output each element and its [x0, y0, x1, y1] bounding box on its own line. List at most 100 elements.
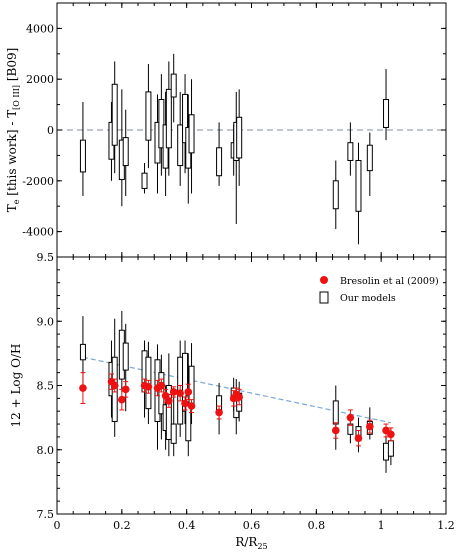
top-ylabel-sub1: e	[12, 199, 21, 204]
top-panel: -4000 -2000 0 2000 4000 Te [this work] - T[O…	[5, 2, 447, 258]
legend-box-marker	[319, 291, 329, 304]
bresolin-point	[354, 429, 363, 447]
box-iqr	[170, 423, 177, 444]
bresolin-point	[184, 383, 193, 401]
box-iqr	[182, 93, 189, 144]
bresolin-marker	[144, 382, 153, 391]
top-y-tick-label: 2000	[26, 73, 54, 86]
bottom-x-tick-label: 0	[54, 519, 61, 532]
top-model-box	[366, 132, 373, 197]
bresolin-point	[346, 409, 355, 426]
box-iqr	[387, 440, 394, 457]
bresolin-marker	[387, 430, 395, 439]
top-ylabel-mid: [this work] - T	[5, 110, 19, 200]
bresolin-point	[235, 388, 243, 406]
bottom-y-axis-label: 12 + Log O/H	[9, 344, 23, 428]
gradient-line	[82, 356, 392, 424]
bottom-y-tick-label: 8.5	[37, 380, 55, 393]
bresolin-marker	[346, 413, 355, 422]
top-ylabel-end: [B09]	[5, 48, 19, 85]
bresolin-marker	[187, 402, 196, 410]
top-y-axis-label: Te [this work] - T[O III] [B09]	[5, 48, 21, 213]
bottom-y-tick-label: 9.0	[37, 315, 55, 328]
bottom-x-tick-label: 0.6	[243, 519, 261, 532]
top-model-box	[141, 163, 148, 194]
box-iqr	[111, 83, 118, 146]
legend: Bresolin et al (2009) Our models	[319, 276, 439, 304]
bresolin-marker	[110, 381, 119, 390]
bresolin-points	[79, 372, 395, 447]
top-model-box	[165, 61, 172, 176]
bottom-x-tick-label: 0.4	[178, 519, 196, 532]
bresolin-marker	[176, 389, 184, 398]
bresolin-marker	[215, 408, 223, 417]
bresolin-point	[121, 381, 130, 398]
bresolin-marker	[165, 397, 173, 405]
bottom-x-tick-label: 1	[378, 519, 385, 532]
top-y-tick-label: -4000	[22, 226, 54, 239]
box-iqr	[122, 342, 129, 371]
bresolin-marker	[157, 381, 166, 390]
bresolin-marker	[181, 399, 189, 408]
bresolin-marker	[331, 426, 340, 435]
box-iqr	[122, 137, 129, 167]
bresolin-point	[157, 378, 166, 393]
bresolin-point	[110, 378, 119, 393]
box-iqr	[188, 114, 195, 154]
box-iqr	[332, 400, 339, 425]
box-iqr	[170, 73, 177, 98]
bottom-model-box	[332, 385, 339, 450]
top-model-box	[355, 142, 362, 245]
box-iqr	[79, 139, 86, 173]
bottom-panel: 7.5 8.0 8.5 9.0 9.5 0 0.2 0.4 0.6 0.8 1 1.2 12 + L…	[9, 251, 455, 551]
legend-scatter-marker	[320, 276, 328, 284]
box-iqr	[165, 385, 172, 440]
box-iqr	[165, 88, 172, 149]
bresolin-point	[181, 396, 189, 411]
bresolin-point	[387, 427, 395, 442]
bottom-y-tick-label: 8.0	[37, 444, 55, 457]
top-model-box	[188, 79, 195, 194]
bresolin-point	[187, 399, 196, 413]
box-iqr	[188, 365, 195, 406]
top-model-box	[383, 69, 390, 141]
bottom-model-box	[165, 353, 172, 457]
box-iqr	[332, 180, 339, 210]
top-model-box	[347, 122, 354, 176]
box-iqr	[177, 124, 184, 167]
top-model-box	[177, 91, 184, 186]
legend-label-models: Our models	[340, 293, 396, 304]
bresolin-point	[176, 385, 184, 402]
bresolin-point	[169, 386, 178, 398]
top-boxes	[79, 53, 390, 245]
bresolin-point	[79, 372, 87, 404]
box-iqr	[158, 99, 165, 149]
bresolin-point	[366, 419, 374, 434]
bresolin-point	[165, 393, 173, 408]
bottom-y-ticks: 7.5 8.0 8.5 9.0 9.5	[37, 251, 446, 521]
x-axis-label: R/R25	[235, 535, 267, 551]
box-iqr	[141, 172, 148, 189]
top-model-box	[111, 61, 118, 174]
bottom-x-ticks: 0 0.2 0.4 0.6 0.8 1 1.2	[54, 257, 455, 532]
top-model-box	[108, 102, 115, 181]
top-model-box	[182, 74, 189, 174]
xlabel-sub: 25	[257, 542, 267, 551]
bresolin-marker	[235, 393, 243, 401]
top-ylabel-sub2: [O III]	[12, 85, 21, 110]
top-model-box	[145, 63, 152, 169]
top-y-ticks: -4000 -2000 0 2000 4000	[22, 2, 446, 258]
bresolin-point	[215, 405, 223, 420]
top-model-box	[216, 122, 223, 186]
top-model-box	[122, 109, 129, 197]
bresolin-point	[144, 379, 153, 394]
bottom-y-tick-label: 7.5	[37, 508, 55, 521]
box-iqr	[216, 147, 223, 177]
bresolin-marker	[366, 422, 374, 431]
top-model-box	[79, 102, 86, 197]
box-iqr	[366, 144, 373, 172]
bresolin-point	[331, 422, 340, 439]
box-iqr	[236, 116, 243, 159]
bresolin-marker	[121, 385, 130, 394]
